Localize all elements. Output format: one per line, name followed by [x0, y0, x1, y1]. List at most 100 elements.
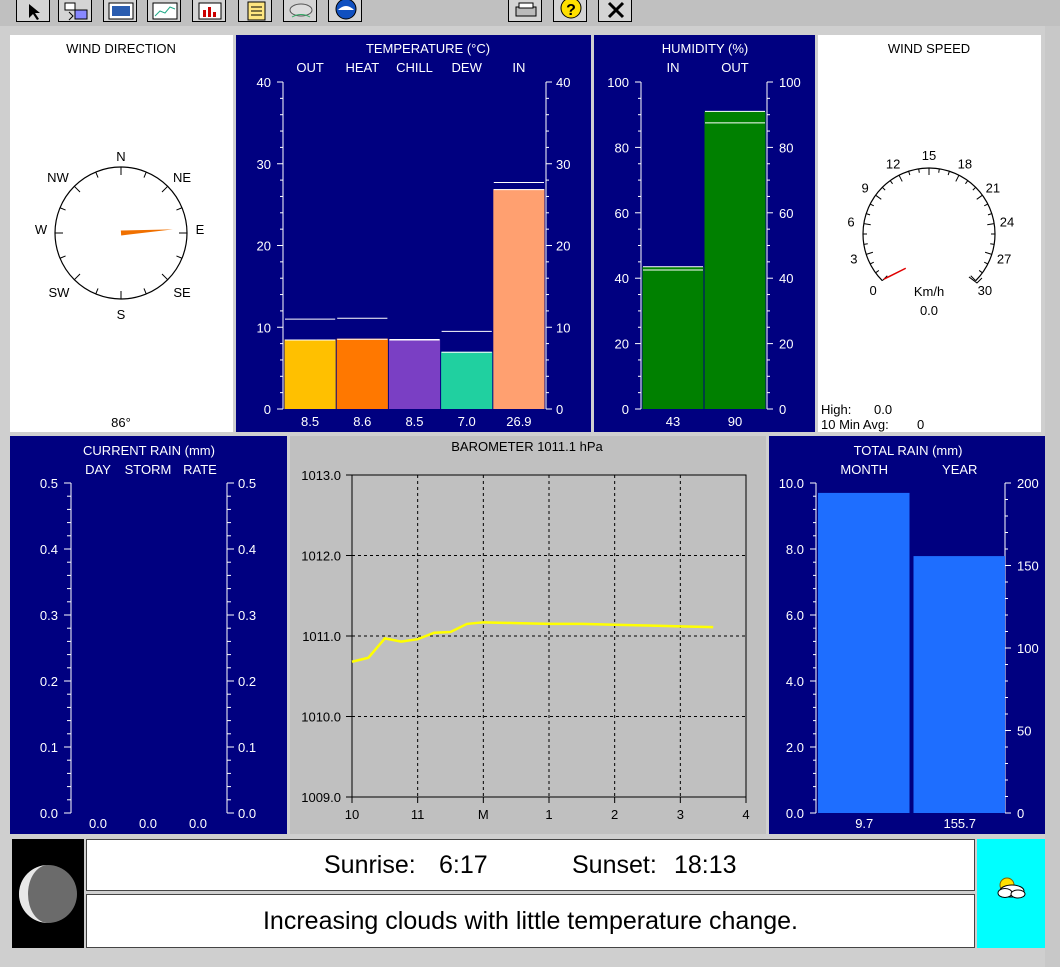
transfer-button[interactable]: [58, 0, 92, 22]
gauge-tick: [918, 168, 920, 173]
barometer-x-label: 11: [411, 807, 425, 822]
temp-bar: [388, 339, 441, 409]
compass-s-label: S: [117, 307, 126, 322]
year-rain-bar: [913, 556, 1005, 813]
gauge-tick: [863, 223, 871, 226]
rain-column-label: STORM: [125, 462, 172, 477]
rain-tick-label: 0.3: [238, 608, 256, 623]
total-rain-column-label: MONTH: [840, 462, 888, 477]
hum-tick-label: 60: [779, 206, 793, 221]
hum-tick-label: 40: [779, 271, 793, 286]
hum-tick-label: 80: [779, 140, 793, 155]
gauge-label: 0: [870, 283, 877, 298]
total-rain-title: TOTAL RAIN (mm): [854, 443, 963, 458]
barometer-y-label: 1011.0: [302, 629, 341, 644]
pressure-trend-line: [351, 621, 714, 663]
gauge-tick: [987, 213, 992, 216]
gauge-tick: [987, 223, 995, 226]
temp-bar: [336, 338, 388, 409]
barometer-x-label: 3: [677, 807, 684, 822]
barometer-y-label: 1009.0: [301, 790, 341, 805]
close-icon: [607, 1, 625, 19]
barometer-title: BAROMETER 1011.1 hPa: [451, 439, 603, 454]
hum-tick-label: 20: [779, 337, 793, 352]
wind-speed-needle: [883, 267, 907, 280]
temp-tick-label: 40: [257, 75, 271, 90]
humidity-panel: HUMIDITY (%) IN 43 OUT 90 100 100 80 80 60 60 40 4…: [594, 35, 815, 432]
temp-bar: [441, 351, 493, 409]
total-rain-left-label: 8.0: [786, 542, 804, 557]
compass-tick: [176, 255, 183, 259]
hum-column-label: OUT: [721, 60, 749, 75]
help-button[interactable]: ?: [553, 0, 587, 22]
printer-icon: [518, 2, 534, 9]
compass-tick: [95, 171, 99, 178]
rain-tick-label: 0.2: [238, 674, 256, 689]
temp-column-label: DEW: [452, 60, 483, 75]
compass-tick: [176, 207, 183, 211]
weather-map-button[interactable]: [283, 0, 317, 22]
temp-tick-label: 20: [556, 239, 570, 254]
noaa-button[interactable]: [328, 0, 362, 22]
barometer-x-label: 2: [611, 807, 618, 822]
wind-high-value: 0.0: [874, 402, 892, 417]
temp-bar: [493, 189, 545, 409]
hum-tick-label: 0: [779, 402, 786, 417]
gauge-tick: [990, 243, 995, 245]
gauge-tick: [866, 251, 874, 255]
gauge-label: 21: [986, 181, 1000, 196]
temp-tick-label: 0: [264, 402, 271, 417]
gauge-tick: [908, 171, 911, 176]
partly-cloudy-icon: [997, 877, 1026, 899]
total-rain-chart: TOTAL RAIN (mm) MONTH YEAR 9.7 155.7 10.0 8.…: [779, 443, 1039, 831]
temp-bar: [284, 339, 336, 409]
hum-column-label: IN: [667, 60, 680, 75]
temp-tick-label: 30: [556, 157, 570, 172]
sunset-value: 18:13: [674, 851, 737, 879]
compass-ticks: [55, 167, 187, 299]
gauge-tick: [947, 171, 950, 176]
total-rain-panel: TOTAL RAIN (mm) MONTH YEAR 9.7 155.7 10.0 8.…: [769, 436, 1045, 834]
temp-column-label: IN: [512, 60, 525, 75]
temp-tick-label: 10: [556, 320, 570, 335]
notepad-button[interactable]: [238, 0, 272, 22]
forecast-icon-panel: [977, 839, 1045, 948]
wind-speed-panel: WIND SPEED 0 3 6 9 12 15 18 21 24 27 30 Km/h 0.0 H…: [818, 35, 1041, 432]
hum-bar: [642, 266, 704, 409]
wind-high-label: High:: [821, 402, 851, 417]
gauge-label: 24: [1000, 215, 1014, 230]
compass-tick: [59, 207, 66, 211]
graph-button[interactable]: [147, 0, 181, 22]
gauge-label: 27: [997, 251, 1011, 266]
total-rain-right-label: 50: [1017, 724, 1031, 739]
noaa-logo-icon: [338, 6, 354, 10]
transfer-icon: [68, 11, 74, 21]
gauge-label: 3: [850, 251, 857, 266]
cloud-map-icon: [291, 14, 311, 18]
barometer-y-label: 1010.0: [301, 710, 341, 725]
barometer-y-label: 1012.0: [301, 549, 341, 564]
total-rain-left-label: 4.0: [786, 674, 804, 689]
hum-value: 90: [728, 414, 742, 429]
rain-tick-label: 0.0: [238, 806, 256, 821]
station-setup-button[interactable]: [103, 0, 137, 22]
gauge-tick: [970, 275, 977, 282]
compass-tick: [59, 255, 66, 259]
print-button[interactable]: [508, 0, 542, 22]
station-icon: [112, 6, 130, 16]
exit-button[interactable]: [598, 0, 632, 22]
charts-button[interactable]: [192, 0, 226, 22]
rain-tick-label: 0.4: [40, 542, 58, 557]
gauge-ticks: [863, 168, 995, 284]
window-edge: [1045, 26, 1060, 967]
gauge-label: 18: [958, 157, 972, 172]
hum-bar: [704, 111, 766, 410]
compass-nw-label: NW: [47, 170, 69, 185]
sunset-label: Sunset:: [572, 851, 657, 879]
temperature-title: TEMPERATURE (°C): [366, 41, 490, 56]
select-tool-button[interactable]: [16, 0, 50, 22]
gauge-tick: [984, 251, 992, 255]
gauge-arc: [862, 167, 996, 282]
rain-value: 0.0: [89, 816, 107, 831]
gauge-tick: [869, 261, 874, 265]
